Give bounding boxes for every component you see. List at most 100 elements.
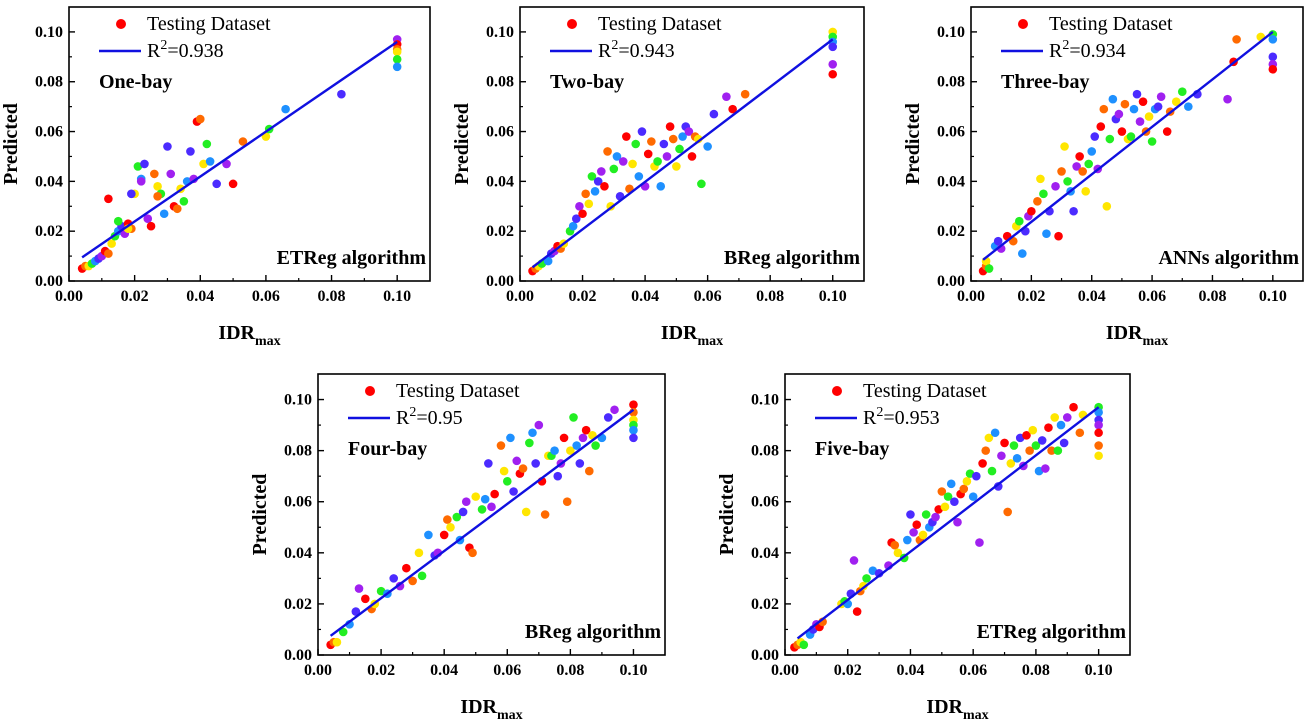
scatter-point	[852, 607, 862, 616]
scatter-point	[687, 152, 697, 161]
panel-algorithm-label: BReg algorithm	[724, 247, 860, 269]
scatter-point	[1084, 159, 1094, 169]
scatter-point	[571, 214, 581, 224]
scatter-point	[569, 413, 578, 422]
scatter-point	[568, 221, 578, 231]
scatter-point	[584, 466, 594, 476]
y-tick-label: 0.08	[751, 443, 779, 460]
scatter-point	[647, 137, 656, 146]
scatter-point	[1268, 52, 1278, 62]
x-tick-label: 0.00	[506, 288, 534, 305]
scatter-point	[1057, 167, 1066, 176]
x-tick-label: 0.02	[121, 288, 149, 305]
x-tick-label: 0.08	[556, 662, 584, 679]
plot-frame	[970, 6, 1304, 282]
scatter-point	[337, 89, 346, 99]
scatter-point	[799, 640, 809, 650]
scatter-point	[468, 548, 477, 558]
scatter-point	[1108, 94, 1118, 104]
scatter-point	[678, 132, 687, 141]
chart-panel-1: 0.00 0.02 0.04 0.06 0.08 0.10 0.00 0.02 0.04 0.06…	[0, 6, 431, 349]
scatter-point	[1099, 104, 1109, 114]
panel-bay-label: Five-bay	[815, 438, 889, 460]
scatter-point	[987, 466, 997, 476]
scatter-point	[631, 139, 641, 149]
scatter-point	[940, 502, 950, 512]
scatter-point	[581, 189, 590, 199]
scatter-point	[163, 142, 172, 151]
scatter-point	[487, 502, 496, 512]
scatter-point	[709, 109, 719, 119]
scatter-point	[1018, 249, 1027, 258]
scatter-point	[893, 548, 903, 558]
scatter-point	[153, 182, 162, 191]
scatter-point	[931, 512, 940, 522]
scatter-point	[1003, 507, 1012, 517]
scatter-point	[1156, 92, 1166, 101]
scatter-point	[962, 476, 972, 486]
legend-points-label: Testing Dataset	[1049, 13, 1173, 35]
x-axis-title-main: IDR	[1106, 322, 1143, 344]
scatter-point	[862, 574, 871, 583]
scatter-point	[1000, 438, 1009, 448]
scatter-point	[417, 571, 427, 581]
scatter-point	[668, 134, 678, 144]
scatter-point	[578, 433, 588, 443]
scatter-point	[458, 507, 468, 517]
scatter-point	[984, 433, 994, 443]
scatter-point	[1105, 134, 1115, 144]
plot-frame	[784, 373, 1131, 656]
x-tick-label: 0.04	[430, 662, 458, 679]
x-tick-label: 0.04	[896, 662, 924, 679]
scatter-point	[179, 196, 189, 206]
legend-points-label: Testing Dataset	[147, 13, 271, 35]
scatter-point	[1126, 132, 1136, 141]
y-tick-label: 0.10	[937, 24, 965, 41]
scatter-point	[205, 157, 215, 166]
legend-r2-label: R2=0.95	[396, 405, 463, 429]
scatter-point	[173, 204, 182, 214]
scatter-point	[136, 177, 146, 186]
legend-points-label: Testing Dataset	[396, 380, 520, 402]
scatter-point	[993, 482, 1003, 491]
scatter-point	[975, 538, 984, 547]
scatter-point	[499, 466, 509, 476]
scatter-point	[566, 446, 575, 455]
x-tick-label: 0.08	[318, 288, 346, 305]
scatter-point	[186, 147, 195, 156]
x-tick-label: 0.06	[694, 288, 722, 305]
scatter-point	[202, 139, 212, 149]
scatter-point	[593, 177, 603, 186]
scatter-point	[525, 438, 534, 448]
scatter-point	[113, 216, 123, 226]
scatter-point	[402, 563, 411, 573]
x-tick-label: 0.08	[1022, 662, 1050, 679]
y-axis-title: Predicted	[451, 103, 473, 185]
scatter-point	[104, 194, 113, 204]
scatter-point	[361, 594, 370, 604]
scatter-point	[195, 114, 205, 124]
scatter-point	[1075, 152, 1084, 161]
scatter-point	[950, 497, 959, 507]
y-tick-label: 0.02	[35, 223, 63, 240]
scatter-point	[1223, 94, 1232, 104]
scatter-point	[199, 159, 208, 169]
scatter-point	[722, 92, 731, 101]
scatter-point	[471, 492, 481, 501]
legend-point-marker	[832, 386, 842, 396]
x-tick-label: 0.06	[959, 662, 987, 679]
x-tick-label: 0.00	[771, 662, 799, 679]
scatter-point	[281, 104, 290, 114]
scatter-point	[978, 459, 987, 468]
scatter-point	[1056, 420, 1066, 430]
legend-r2-label: R2=0.953	[863, 405, 940, 429]
scatter-point	[622, 132, 631, 141]
scatter-point	[166, 169, 176, 179]
scatter-point	[1009, 441, 1019, 450]
scatter-point	[575, 201, 584, 211]
legend-points-label: Testing Dataset	[598, 13, 722, 35]
scatter-point	[127, 189, 136, 199]
x-tick-label: 0.02	[834, 662, 862, 679]
x-axis-title-main: IDR	[926, 696, 963, 718]
scatter-point	[414, 548, 424, 558]
